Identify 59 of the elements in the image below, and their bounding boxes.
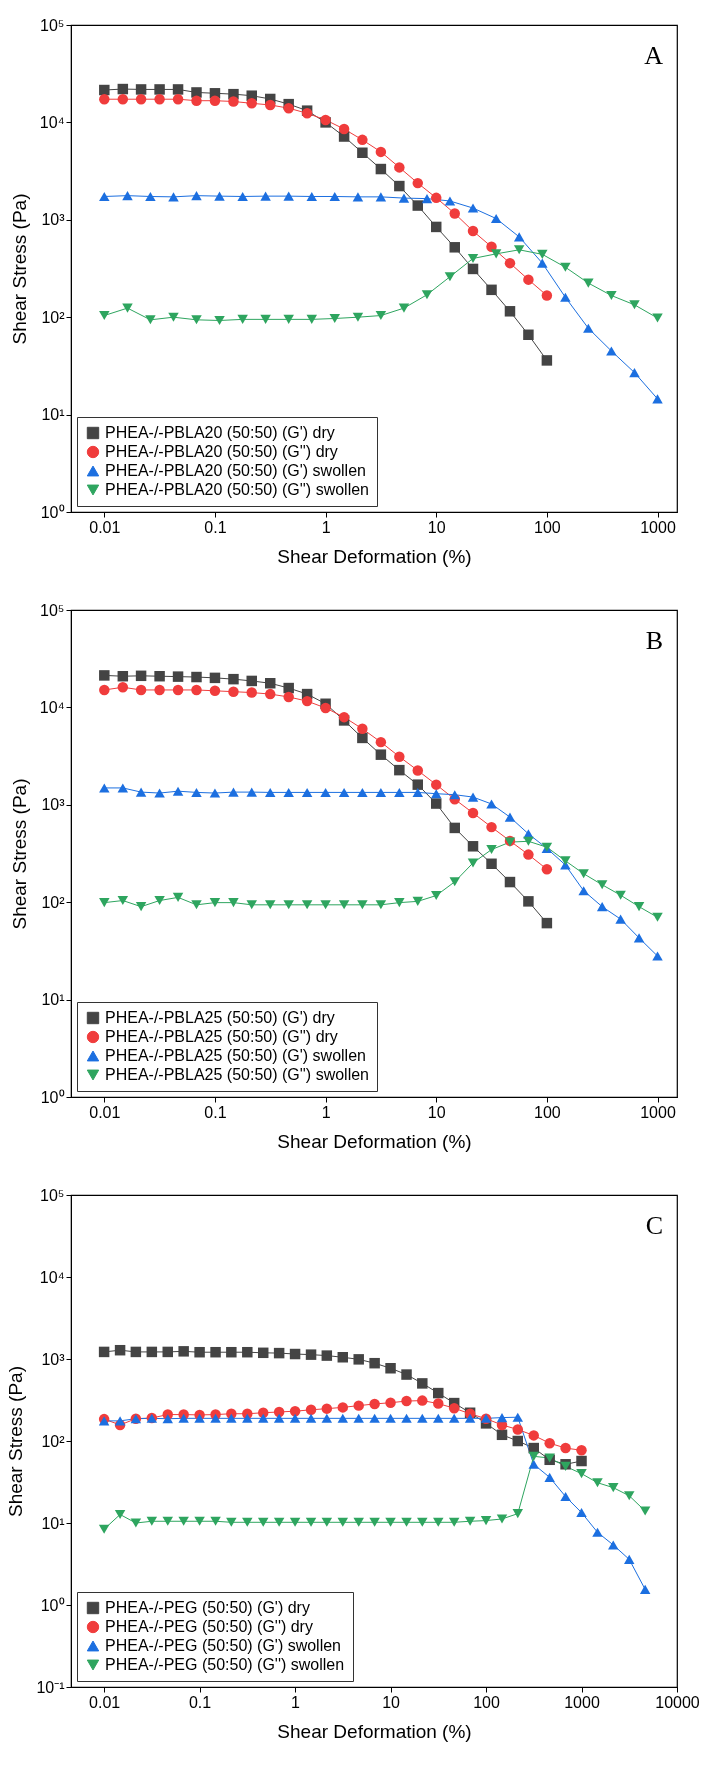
y-tick-label: 10²: [41, 1432, 66, 1450]
legend-label: PHEA-/-PEG (50:50) (G') dry: [105, 1599, 310, 1616]
x-tick-label: 100: [473, 1693, 500, 1711]
y-tick-label: 10²: [41, 308, 66, 326]
x-tick-label: 1: [321, 1103, 331, 1121]
y-tick-label: 10³: [41, 211, 66, 229]
legend-label: PHEA-/-PBLA20 (50:50) (G'') dry: [105, 443, 338, 460]
y-tick-label: 10³: [41, 796, 66, 814]
x-tick-label: 0.1: [204, 1103, 227, 1121]
y-tick-label: 10⁰: [40, 503, 65, 521]
x-tick-label: 10: [427, 518, 446, 536]
y-tick-label: 10²: [41, 893, 66, 911]
y-tick-label: 10⁻¹: [36, 1678, 65, 1696]
x-tick-label: 10: [427, 1103, 446, 1121]
legend-label: PHEA-/-PBLA20 (50:50) (G') dry: [105, 424, 335, 441]
y-tick-label: 10⁴: [39, 698, 65, 716]
y-tick-label: 10¹: [41, 1514, 65, 1532]
x-axis-title: Shear Deformation (%): [277, 1720, 472, 1742]
x-tick-label: 0.01: [89, 1693, 121, 1711]
x-tick-label: 0.01: [89, 518, 121, 536]
legend-label: PHEA-/-PEG (50:50) (G'') swollen: [105, 1656, 345, 1673]
x-tick-label: 0.1: [188, 1693, 212, 1711]
y-tick-label: 10⁵: [40, 601, 65, 619]
x-tick-label: 100: [534, 518, 561, 536]
y-tick-label: 10¹: [41, 991, 65, 1009]
legend-label: PHEA-/-PBLA25 (50:50) (G') dry: [105, 1009, 335, 1026]
annotation: A: [644, 41, 664, 70]
annotation: B: [645, 626, 663, 655]
x-tick-label: 1: [321, 518, 331, 536]
legend-label: PHEA-/-PBLA20 (50:50) (G') swollen: [105, 462, 366, 479]
legend-label: PHEA-/-PBLA25 (50:50) (G'') dry: [105, 1028, 338, 1045]
x-tick-label: 0.1: [204, 518, 227, 536]
annotation: C: [645, 1211, 663, 1240]
y-tick-label: 10⁰: [40, 1088, 65, 1106]
y-axis-title: Shear Stress (Pa): [8, 778, 30, 930]
y-tick-label: 10⁵: [40, 16, 65, 34]
legend-label: PHEA-/-PBLA25 (50:50) (G') swollen: [105, 1047, 366, 1064]
x-axis-title: Shear Deformation (%): [277, 1130, 472, 1152]
y-axis-title: Shear Stress (Pa): [8, 193, 30, 345]
y-tick-label: 10⁴: [39, 1268, 65, 1286]
x-tick-label: 1000: [640, 518, 676, 536]
x-tick-label: 1000: [564, 1693, 600, 1711]
legend-label: PHEA-/-PEG (50:50) (G'') dry: [105, 1618, 313, 1635]
y-axis-title: Shear Stress (Pa): [5, 1366, 27, 1517]
y-tick-label: 10⁵: [40, 1186, 65, 1204]
y-tick-label: 10⁰: [40, 1596, 65, 1614]
x-axis-title: Shear Deformation (%): [277, 545, 472, 567]
x-tick-label: 10000: [655, 1693, 700, 1711]
x-tick-label: 100: [534, 1103, 561, 1121]
legend-label: PHEA-/-PEG (50:50) (G') swollen: [105, 1637, 342, 1654]
y-tick-label: 10⁴: [39, 113, 65, 131]
legend-label: PHEA-/-PBLA20 (50:50) (G'') swollen: [105, 481, 369, 498]
x-tick-label: 1000: [640, 1103, 676, 1121]
x-tick-label: 10: [382, 1693, 401, 1711]
y-tick-label: 10¹: [41, 406, 65, 424]
legend-label: PHEA-/-PBLA25 (50:50) (G'') swollen: [105, 1066, 369, 1083]
y-tick-label: 10³: [41, 1350, 66, 1368]
x-tick-label: 0.01: [89, 1103, 121, 1121]
x-tick-label: 1: [291, 1693, 301, 1711]
